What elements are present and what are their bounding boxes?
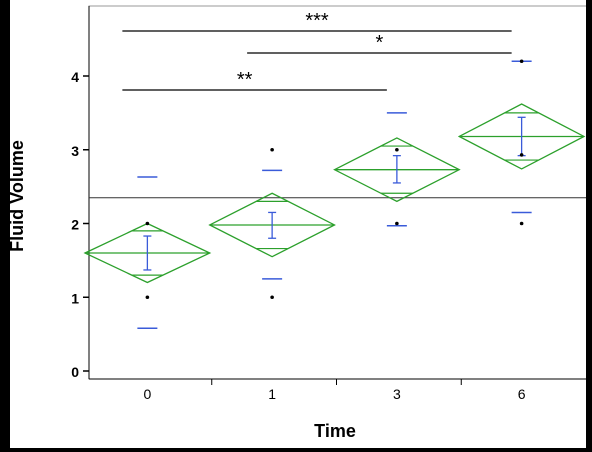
x-tick-label: 6: [518, 386, 526, 402]
x-tick-label: 0: [143, 386, 151, 402]
group-1: [208, 147, 336, 300]
group-3: [333, 112, 461, 227]
group-0: [83, 176, 212, 329]
y-tick-label: 4: [71, 69, 79, 85]
x-tick-label: 1: [268, 386, 276, 402]
data-point: [519, 59, 524, 64]
data-point: [270, 295, 274, 300]
x-tick-label: 3: [393, 386, 401, 402]
chart-marks: [83, 59, 586, 329]
data-point: [519, 153, 524, 157]
data-point: [395, 221, 399, 226]
y-tick-label: 1: [71, 290, 79, 306]
data-point: [145, 295, 150, 300]
significance-annotations: ******: [122, 10, 512, 91]
y-tick-label: 2: [71, 217, 79, 233]
y-tick-label: 3: [71, 143, 79, 159]
significance-label: ***: [305, 10, 329, 32]
data-point: [270, 147, 274, 152]
plot-frame: [88, 5, 586, 380]
data-point: [145, 221, 150, 226]
significance-label: *: [375, 32, 383, 54]
group-6: [457, 59, 586, 226]
data-point: [519, 221, 524, 226]
x-axis-title: Time: [314, 421, 356, 441]
significance-label: **: [237, 69, 253, 91]
data-point: [395, 147, 399, 152]
axes: 0 1 2 3 4 0 1 3 6: [71, 6, 586, 402]
y-axis-title: Fluid Volume: [10, 140, 27, 252]
y-tick-label: 0: [71, 364, 79, 380]
